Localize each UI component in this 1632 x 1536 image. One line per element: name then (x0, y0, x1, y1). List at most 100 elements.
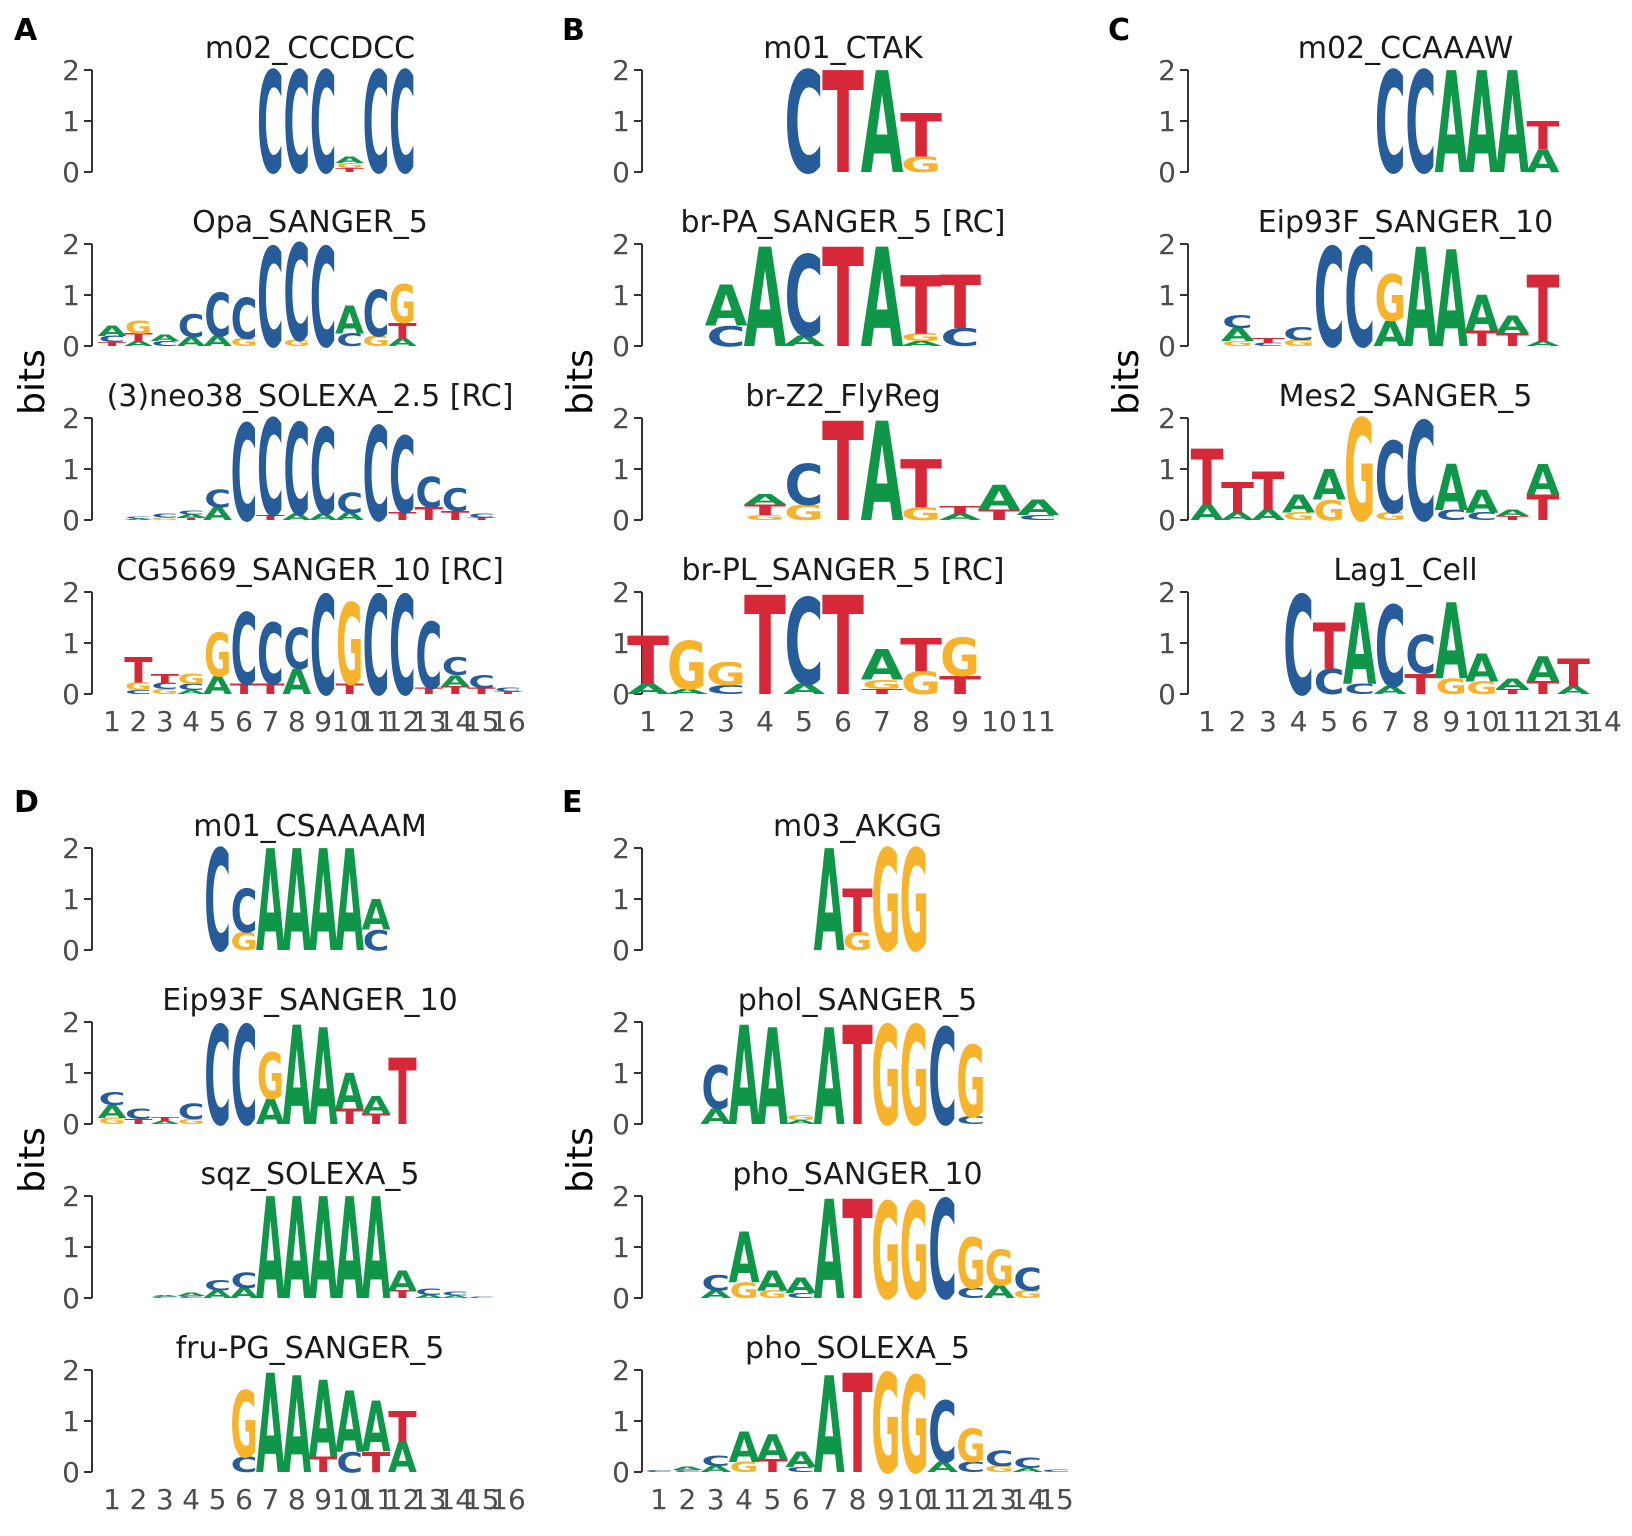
logo-letter-a: A (744, 220, 787, 379)
x-tick-label: 13 (1556, 705, 1592, 738)
logo-letter-t: T (177, 517, 205, 521)
x-tick-label: 2 (678, 1483, 696, 1516)
y-tick-label: 2 (62, 54, 80, 87)
logo-letter-a: A (1221, 324, 1255, 345)
logo-letter-c: C (178, 509, 205, 515)
y-tick-label: 2 (62, 402, 80, 435)
logo-letter-c: C (416, 470, 443, 518)
x-tick-label: 15 (1038, 1483, 1074, 1516)
x-tick-label: 15 (464, 1483, 500, 1516)
logo-letter-g: G (786, 1114, 815, 1122)
logo-letter-c: C (940, 323, 979, 352)
logo-letter-t: T (900, 447, 942, 524)
logo-letter-c: C (125, 516, 152, 519)
logo-letter-a: A (1012, 1467, 1043, 1474)
logo-title: Lag1_Cell (1333, 553, 1477, 588)
logo-title: (3)neo38_SOLEXA_2.5 [RC] (107, 379, 514, 414)
y-tick-label: 2 (612, 1006, 630, 1039)
logo-letter-c: C (468, 512, 495, 518)
x-tick-label: 2 (129, 1483, 147, 1516)
logo-letter-g: G (1466, 678, 1497, 698)
x-tick-label: 4 (182, 705, 200, 738)
logo-letter-a: A (729, 998, 760, 1157)
sequence-logo: CG5669_SANGER_10 [RC]012CGTGCTACGAGTCTCA… (62, 553, 522, 727)
logo-letter-t: T (151, 672, 179, 686)
y-tick-label: 1 (1158, 105, 1176, 138)
logo-letter-c: C (284, 43, 311, 206)
logo-letter-t: T (441, 685, 470, 697)
logo-letter-c: C (416, 605, 443, 710)
logo-letter-t: T (744, 502, 787, 518)
logo-letter-g: G (901, 504, 941, 525)
logo-letter-g: G (758, 1289, 787, 1301)
logo-title: m02_CCAAAW (1298, 31, 1514, 66)
logo-letter-c: C (231, 877, 258, 947)
logo-letter-a: A (177, 689, 206, 696)
logo-letter-a: A (309, 1001, 338, 1155)
logo-letter-c: C (152, 512, 179, 518)
x-tick-label: 9 (314, 1483, 332, 1516)
logo-letter-c: C (495, 686, 522, 692)
y-tick-label: 2 (612, 54, 630, 87)
x-tick-label: 3 (156, 1483, 174, 1516)
logo-letter-a: A (309, 1359, 338, 1482)
logo-letter-c: C (957, 1114, 986, 1126)
logo-letter-c: C (125, 689, 152, 695)
x-tick-label: 1 (639, 705, 657, 738)
logo-letter-g: G (843, 928, 872, 956)
logo-letter-t: T (1313, 611, 1346, 684)
y-tick-label: 0 (62, 330, 80, 363)
logo-letter-c: C (1344, 219, 1375, 379)
x-tick-label: 4 (735, 1483, 753, 1516)
logo-letter-g: G (1222, 340, 1253, 348)
logo-letter-a: A (124, 340, 153, 348)
logo-letter-t: T (822, 220, 864, 379)
y-tick-label: 2 (62, 1006, 80, 1039)
logo-letter-g: G (257, 1040, 284, 1114)
logo-letter-g: G (389, 275, 416, 336)
logo-letter-a: A (203, 672, 233, 700)
y-tick-label: 0 (1158, 330, 1176, 363)
logo-letter-t: T (1221, 473, 1254, 522)
logo-letter-t: T (467, 517, 495, 521)
logo-letter-a: A (627, 681, 670, 697)
logo-letter-g: G (1283, 338, 1314, 348)
logo-letter-a: A (861, 394, 904, 553)
logo-letter-g: G (871, 1175, 900, 1329)
logo-letter-g: G (901, 152, 941, 177)
logo-letter-t: T (467, 686, 496, 696)
logo-letter-a: A (177, 514, 207, 519)
logo-letter-a: A (335, 1375, 364, 1472)
logo-letter-a: A (1465, 285, 1499, 342)
x-tick-label: 7 (261, 705, 279, 738)
logo-letter-c: C (1314, 219, 1345, 379)
logo-letter-a: A (1435, 582, 1468, 704)
logo-letter-t: T (1252, 461, 1285, 522)
logo-letter-t: T (335, 681, 363, 697)
logo-letter-a: A (1282, 490, 1315, 519)
x-tick-label: 14 (1010, 1483, 1046, 1516)
logo-letter-t: T (494, 691, 522, 695)
x-tick-label: 5 (1320, 705, 1338, 738)
logo-letter-t: T (822, 394, 864, 553)
logo-title: m03_AKGG (773, 809, 942, 844)
logo-letter-t: T (335, 1104, 364, 1129)
y-tick-label: 0 (612, 1108, 630, 1141)
logo-letter-a: A (1557, 685, 1591, 697)
logo-letter-t: T (256, 514, 285, 522)
logo-letter-a: A (1312, 462, 1345, 510)
logo-letter-a: A (1374, 685, 1408, 697)
logo-letter-a: A (256, 1170, 285, 1333)
logo-title: pho_SANGER_10 (732, 1157, 982, 1192)
y-tick-label: 2 (62, 1180, 80, 1213)
logo-letter-t: T (362, 1111, 390, 1127)
logo-letter-t: T (822, 568, 864, 727)
panel-letter: E (562, 785, 583, 820)
x-tick-label: 8 (288, 1483, 306, 1516)
y-tick-label: 1 (612, 627, 630, 660)
y-tick-label: 0 (612, 156, 630, 189)
